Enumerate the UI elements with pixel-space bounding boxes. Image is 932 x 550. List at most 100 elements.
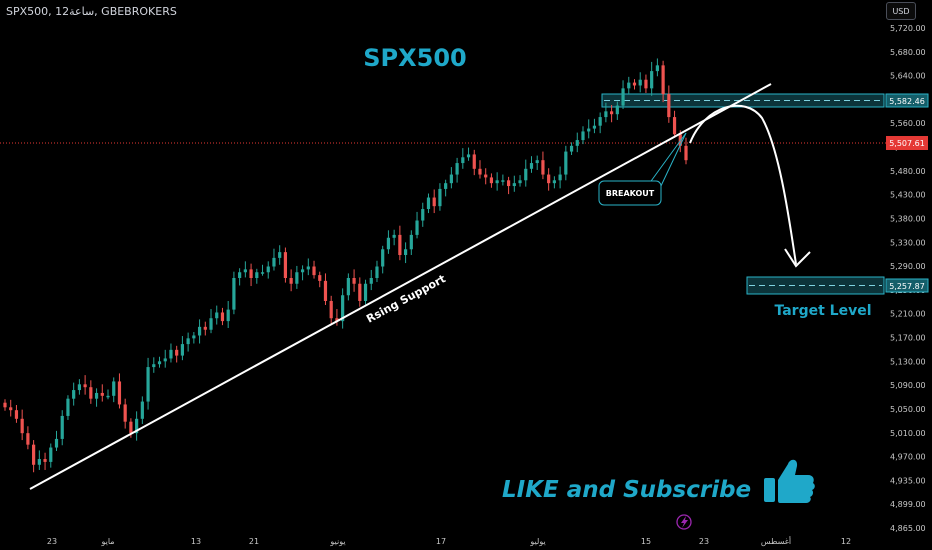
candle-down xyxy=(684,145,688,161)
support-trendline[interactable] xyxy=(29,83,772,490)
resistance-price-label: 5,582.46 xyxy=(889,97,925,106)
candle-up xyxy=(140,401,144,419)
candle-up xyxy=(215,312,219,319)
candle-up xyxy=(518,180,522,184)
candle-up xyxy=(495,180,499,184)
candle-up xyxy=(444,183,448,189)
candle-up xyxy=(461,157,465,164)
candle-down xyxy=(9,407,13,411)
candle-up xyxy=(363,283,368,301)
current-price-badge: 5,507.61 xyxy=(886,136,928,150)
time-tick-label: يونيو xyxy=(329,537,345,546)
current-price-label: 5,507.61 xyxy=(889,139,925,148)
candle-down xyxy=(323,280,328,301)
candle-up xyxy=(627,82,631,89)
candle-up xyxy=(415,220,419,235)
candle-down xyxy=(43,459,47,462)
price-tick-label: 5,480.00 xyxy=(890,167,926,176)
candle-up xyxy=(575,140,579,146)
price-tick-label: 5,290.00 xyxy=(890,262,926,271)
candle-up xyxy=(157,361,162,365)
candle-up xyxy=(449,174,453,184)
candle-up xyxy=(106,395,110,398)
candle-up xyxy=(306,266,310,270)
target-price-badge: 5,257.87 xyxy=(885,278,929,293)
candle-up xyxy=(260,272,265,274)
candle-down xyxy=(318,275,322,281)
candle-down xyxy=(100,392,104,396)
time-tick-label: يوليو xyxy=(529,537,545,546)
candle-down xyxy=(352,278,356,284)
candle-up xyxy=(300,269,305,273)
price-tick-label: 5,130.00 xyxy=(890,357,926,366)
candle-down xyxy=(312,266,316,276)
candle-down xyxy=(83,384,87,388)
like-subscribe-text[interactable]: LIKE and Subscribe xyxy=(502,477,751,503)
candle-down xyxy=(398,234,402,256)
breakout-callout xyxy=(598,180,662,206)
price-tick-label: 5,560.00 xyxy=(890,119,926,128)
candle-up xyxy=(386,237,391,250)
candle-up xyxy=(72,390,76,399)
symbol-info: SPX500, 12ساعة, GBEBROKERS xyxy=(6,5,177,18)
candle-up xyxy=(581,131,585,141)
candle-up xyxy=(226,309,230,322)
time-tick-label: أغسطس xyxy=(761,536,791,546)
candle-up xyxy=(66,398,70,416)
candle-down xyxy=(283,252,288,278)
candle-up xyxy=(146,367,150,402)
candle-down xyxy=(644,79,648,89)
price-tick-label: 4,935.00 xyxy=(890,476,926,485)
price-tick-label: 5,680.00 xyxy=(890,48,926,57)
time-tick-label: 21 xyxy=(249,537,259,546)
candle-up xyxy=(54,438,59,448)
breakout-pointer xyxy=(659,132,687,189)
candle-up xyxy=(278,252,282,258)
candle-up xyxy=(421,209,425,221)
candle-up xyxy=(569,145,574,152)
lightning-icon[interactable] xyxy=(676,514,692,530)
candle-up xyxy=(598,117,602,126)
candle-up xyxy=(529,163,534,169)
price-tick-label: 5,330.00 xyxy=(890,238,926,247)
price-tick-label: 5,380.00 xyxy=(890,214,926,223)
time-axis[interactable]: 23 مايو 13 21 يونيو 17 يوليو 15 23 أغسطس 12 xyxy=(47,536,851,546)
candle-up xyxy=(524,168,528,181)
candle-up xyxy=(152,364,156,368)
price-tick-label: 4,970.00 xyxy=(890,453,926,462)
candle-up xyxy=(501,180,505,182)
candle-up xyxy=(558,174,562,181)
currency-button[interactable]: USD xyxy=(886,2,916,20)
projection-arrow xyxy=(689,104,797,265)
thumbs-up-icon[interactable] xyxy=(764,459,815,503)
candle-down xyxy=(672,117,677,135)
time-tick-label: 13 xyxy=(191,537,201,546)
time-tick-label: 23 xyxy=(699,537,709,546)
candle-up xyxy=(49,447,53,462)
candle-down xyxy=(472,154,476,169)
chart-title: SPX500 xyxy=(363,44,466,72)
candle-down xyxy=(541,160,545,175)
candle-up xyxy=(621,88,625,106)
candle-down xyxy=(249,269,253,278)
candle-down xyxy=(129,421,133,434)
candle-down xyxy=(478,168,482,175)
price-tick-label: 5,050.00 xyxy=(890,405,926,414)
candle-up xyxy=(564,151,568,175)
candle-up xyxy=(615,105,619,115)
breakout-label: BREAKOUT xyxy=(606,189,655,198)
candle-up xyxy=(375,266,379,278)
candle-down xyxy=(484,174,488,178)
candle-up xyxy=(186,338,190,345)
candle-down xyxy=(14,410,19,419)
candle-down xyxy=(489,177,494,184)
time-tick-label: 12 xyxy=(841,537,851,546)
candle-down xyxy=(329,300,333,319)
price-tick-label: 4,865.00 xyxy=(890,524,926,533)
candle-up xyxy=(512,183,516,187)
candle-down xyxy=(547,174,551,184)
candle-down xyxy=(432,197,436,207)
candle-up xyxy=(403,249,408,256)
candle-down xyxy=(175,349,179,356)
